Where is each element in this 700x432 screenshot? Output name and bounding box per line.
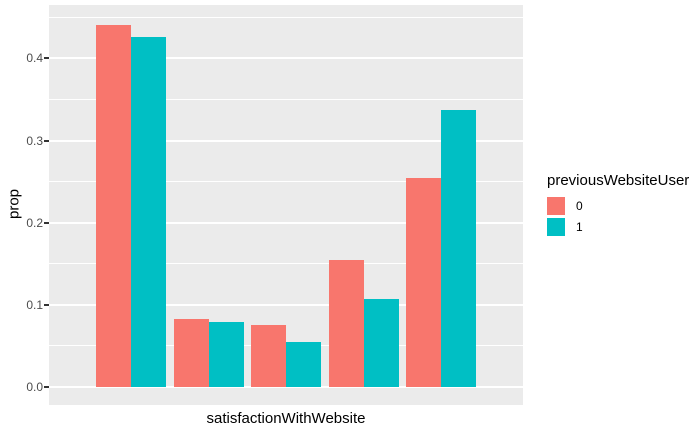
bar-series-0-group-3: [251, 325, 286, 387]
gridline-minor: [49, 16, 523, 18]
gridline-major: [49, 385, 523, 388]
legend-swatch-icon: [547, 218, 565, 236]
legend-title: previousWebsiteUser: [547, 172, 690, 189]
legend-label: 0: [576, 199, 583, 213]
legend-label: 1: [576, 220, 583, 234]
gridline-major: [49, 303, 523, 306]
y-tick-label: 0.1: [26, 297, 43, 312]
y-tick-mark: [44, 57, 49, 60]
bar-series-1-group-3: [286, 341, 321, 387]
y-tick-label: 0.3: [26, 133, 43, 148]
y-tick-label: 0.2: [26, 215, 43, 230]
bar-series-1-group-4: [363, 299, 399, 387]
legend-entry-1: 1: [547, 218, 689, 236]
legend-entry-0: 0: [547, 197, 689, 215]
y-tick-mark: [44, 385, 49, 388]
y-tick-mark: [44, 221, 49, 224]
y-tick-mark: [44, 303, 49, 306]
bar-series-0-group-1: [96, 24, 131, 387]
gridline-minor: [49, 181, 523, 183]
x-axis-title: satisfactionWithWebsite: [206, 410, 366, 427]
bar-series-1-group-5: [441, 110, 476, 387]
bar-series-0-group-5: [406, 178, 441, 387]
bar-series-1-group-2: [208, 322, 244, 387]
gridline-major: [49, 139, 523, 142]
y-tick-label: 0.4: [26, 51, 43, 66]
legend-swatch-icon: [547, 197, 565, 215]
gridline-minor: [49, 263, 523, 265]
bar-series-1-group-1: [131, 37, 166, 387]
gridline-major: [49, 57, 523, 60]
gridline-major: [49, 221, 523, 224]
y-tick-label: 0.0: [26, 379, 43, 394]
plot-panel: [49, 5, 523, 405]
gridline-minor: [49, 98, 523, 100]
bar-series-0-group-2: [173, 318, 209, 387]
bar-series-0-group-4: [328, 260, 364, 387]
y-axis-title: prop: [5, 188, 23, 220]
y-tick-mark: [44, 139, 49, 142]
